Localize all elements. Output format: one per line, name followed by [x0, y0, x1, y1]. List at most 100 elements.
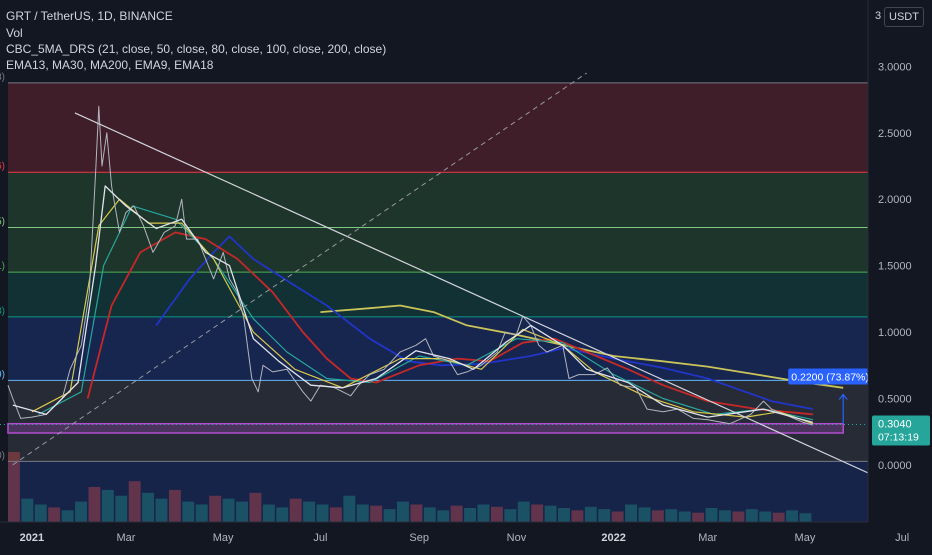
volume-bar [142, 492, 155, 522]
time-tick-label: Mar [698, 532, 717, 544]
time-tick-label: 2021 [20, 532, 44, 544]
volume-bar [786, 510, 799, 522]
volume-bar [155, 498, 168, 522]
volume-bar [678, 511, 691, 522]
dashed-trend-line [12, 72, 587, 466]
volume-bar [625, 504, 638, 522]
price-tick-label: 1.5000 [878, 261, 912, 273]
volume-bar [531, 504, 544, 522]
volume-bar [611, 511, 624, 522]
symbol-title: GRT / TetherUS, 1D, BINANCE [6, 9, 173, 23]
volume-bar [759, 511, 772, 522]
currency-button[interactable]: USDT [884, 7, 924, 27]
volume-bar [397, 501, 409, 522]
volume-bar [195, 504, 208, 522]
countdown-label: 07:13:19 [878, 432, 919, 444]
fib-zone-2 [7, 227, 868, 273]
volume-bar [316, 504, 329, 522]
volume-bar [571, 510, 584, 522]
time-tick-label: 2022 [601, 532, 625, 544]
time-tick-label: May [213, 532, 234, 544]
volume-bar [61, 510, 74, 522]
ma200-yellow-line [320, 304, 844, 389]
volume-bar [262, 504, 275, 522]
volume-bar [383, 509, 396, 522]
time-tick-label: Sep [409, 532, 429, 544]
fib-label-2: 0.382(1.7875) [0, 216, 5, 227]
volume-bar [705, 508, 718, 522]
volume-bar [128, 481, 141, 522]
ma-blue-line [155, 235, 814, 410]
volume-bar [88, 487, 101, 522]
volume-bar [289, 498, 302, 522]
last-price-badge [872, 415, 930, 446]
price-tick-label: 0.5000 [878, 393, 912, 405]
fib-label-4: 0.618(1.1148) [0, 306, 5, 317]
volume-bar [249, 492, 262, 522]
volume-bar [182, 501, 195, 522]
fib-zone-0 [7, 82, 868, 173]
volume-bar [651, 510, 664, 522]
volume-bar [450, 505, 463, 522]
volume-bar [370, 505, 383, 522]
volume-bar [101, 489, 114, 522]
volume-bar [209, 495, 222, 522]
time-scale-panel [0, 522, 932, 550]
volume-bar [276, 507, 289, 522]
fib-zone-5 [7, 380, 868, 462]
volume-bar [303, 501, 316, 522]
volume-bar [356, 504, 369, 522]
volume-bar [477, 504, 490, 522]
volume-bar [115, 495, 128, 522]
fib-zone-3 [7, 272, 868, 317]
volume-bar [75, 501, 87, 522]
time-tick-label: Jul [895, 532, 909, 544]
volume-bar [598, 509, 611, 522]
volume-bar [48, 507, 61, 522]
volume-bar [490, 506, 503, 522]
ema-yellow-line [31, 198, 814, 425]
volume-bar [517, 501, 530, 522]
fib-label-0: 0(2.8763) [0, 72, 5, 83]
fib-zone-1 [7, 172, 868, 228]
time-tick-label: Nov [507, 532, 527, 544]
measure-label-box [788, 368, 868, 385]
volume-bar [168, 489, 181, 522]
indicator-ema-label: EMA13, MA30, MA200, EMA9, EMA18 [6, 58, 214, 72]
measure-arrow-icon [838, 393, 848, 400]
price-scale-panel [868, 0, 932, 550]
fib-label-3: 0.5(1.4511) [0, 261, 5, 272]
price-tick-label: 0.0000 [878, 460, 912, 472]
price-tick-label: 3.0000 [878, 61, 912, 73]
downtrend-line [74, 112, 868, 474]
ema-white-line [12, 185, 814, 424]
fib-zone-extension [7, 461, 868, 522]
volume-bar [745, 509, 758, 522]
volume-bar [437, 510, 450, 522]
volume-bar [21, 498, 34, 522]
time-tick-label: Jul [313, 532, 327, 544]
time-tick-label: Mar [116, 532, 135, 544]
fib-label-1: 0.236(2.2036) [0, 161, 5, 172]
volume-bar [799, 513, 812, 522]
volume-bar [410, 504, 423, 522]
volume-bar [732, 511, 745, 522]
volume-bar [423, 507, 436, 522]
volume-bar [584, 506, 597, 522]
fib-label-5: 0.786(0.6359) [0, 369, 5, 380]
volume-bar [719, 510, 731, 522]
volume-bar [504, 509, 517, 522]
volume-bar [7, 452, 20, 522]
price-tick-label: 2.0000 [878, 194, 912, 206]
volume-bar [222, 498, 235, 522]
time-tick-label: May [795, 532, 816, 544]
volume-bar [692, 512, 705, 522]
measure-label: 0.2200 (73.87%) 2200 [791, 371, 895, 383]
indicator-cbc-label: CBC_5MA_DRS (21, close, 50, close, 80, c… [6, 42, 387, 56]
price-tick-label: 1.0000 [878, 327, 912, 339]
ema-green-line [38, 205, 814, 421]
volume-bar [329, 507, 342, 522]
scale-label: 3 [875, 10, 882, 22]
